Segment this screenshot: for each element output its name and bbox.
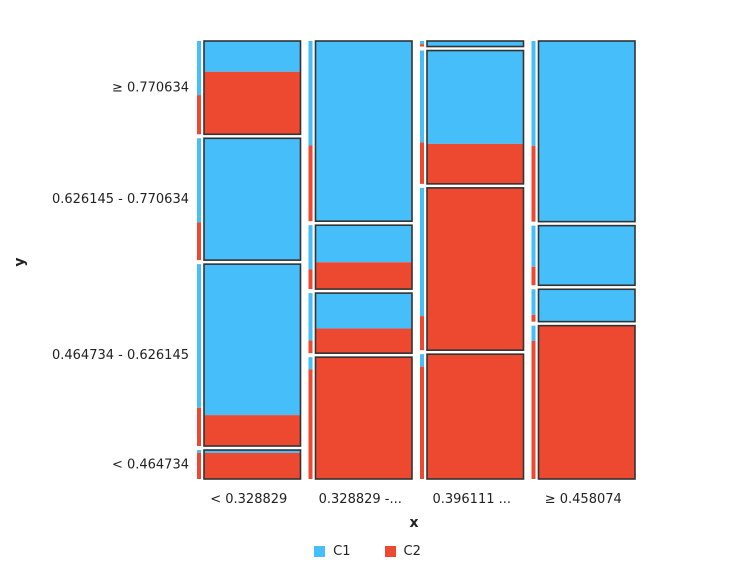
cell-3-0-c2	[538, 325, 635, 479]
cell-2-2-c2	[427, 143, 524, 184]
y-prior-3-0-c1	[531, 325, 536, 341]
cell-1-2-c1	[315, 225, 412, 263]
y-prior-1-1-c1	[308, 293, 313, 341]
y-prior-1-0-c1	[308, 357, 313, 370]
cell-1-1-c2	[315, 328, 412, 354]
y-prior-2-3-c2	[420, 44, 424, 47]
cell-0-3-c1	[204, 41, 301, 72]
y-prior-0-2-c1	[197, 138, 201, 223]
y-prior-0-1-c1	[197, 264, 201, 408]
cell-outline-2-2[interactable]	[426, 49, 525, 185]
legend: C1 C2	[0, 541, 735, 561]
legend-swatch-c2	[384, 545, 396, 557]
cell-3-2-c1	[538, 225, 635, 286]
y-tick-label-1: 0.464734 - 0.626145	[52, 348, 189, 363]
y-prior-0-1-c2	[197, 407, 201, 447]
y-prior-2-2-c2	[420, 142, 424, 184]
cell-outline-1-0[interactable]	[314, 356, 413, 480]
y-prior-1-3-c1	[308, 41, 313, 146]
y-prior-1-0-c2	[308, 369, 313, 479]
cell-0-0-c2	[204, 452, 301, 479]
x-tick-label-3: ≥ 0.458074	[545, 492, 622, 507]
cell-2-2-c1	[427, 50, 524, 144]
y-tick-label-2: 0.626145 - 0.770634	[52, 192, 189, 207]
y-prior-1-3-c2	[308, 145, 313, 222]
y-prior-3-0-c2	[531, 340, 536, 479]
y-prior-0-0-c2	[197, 452, 201, 479]
cell-1-0-c2	[315, 357, 412, 479]
cell-1-3-c1	[315, 41, 412, 222]
legend-swatch-c1	[314, 545, 326, 557]
y-prior-layer	[197, 41, 536, 479]
y-prior-2-0-c1	[420, 354, 424, 367]
x-tick-label-2: 0.396111 ...	[432, 492, 511, 507]
cell-outline-0-2[interactable]	[203, 137, 302, 261]
cell-2-3-c1	[427, 41, 524, 47]
cell-outline-0-1[interactable]	[203, 263, 302, 447]
cell-0-1-c1	[204, 264, 301, 416]
cell-1-1-c1	[315, 293, 412, 329]
y-prior-3-1-c1	[531, 289, 536, 315]
cell-outline-2-3[interactable]	[426, 40, 525, 48]
y-prior-1-2-c1	[308, 225, 313, 270]
cell-2-1-c2	[427, 187, 524, 351]
x-tick-label-0: < 0.328829	[210, 492, 287, 507]
cell-3-1-c1	[538, 289, 635, 322]
y-tick-label-3: ≥ 0.770634	[112, 81, 189, 96]
y-prior-3-2-c2	[531, 266, 536, 286]
cell-outline-3-0[interactable]	[537, 324, 636, 480]
cell-outline-3-1[interactable]	[537, 288, 636, 323]
y-prior-3-2-c1	[531, 225, 536, 267]
mosaic-cells	[203, 40, 636, 480]
y-prior-2-1-c2	[420, 316, 424, 351]
cell-0-1-c2	[204, 415, 301, 447]
y-tick-label-0: < 0.464734	[112, 458, 189, 473]
y-prior-2-0-c2	[420, 366, 424, 479]
y-prior-1-2-c2	[308, 269, 313, 290]
y-prior-0-0-c1	[197, 450, 201, 453]
cell-outline-0-0[interactable]	[203, 449, 302, 480]
y-axis-title: y	[12, 257, 28, 266]
cell-1-2-c2	[315, 262, 412, 290]
y-prior-0-3-c2	[197, 95, 201, 135]
cell-outline-1-1[interactable]	[314, 292, 413, 354]
cell-2-0-c2	[427, 354, 524, 479]
cell-outline-3-3[interactable]	[537, 40, 636, 223]
y-prior-3-3-c2	[531, 145, 536, 222]
cell-outline-0-3[interactable]	[203, 40, 302, 136]
x-tick-label-1: 0.328829 -...	[319, 492, 402, 507]
cell-outline-1-3[interactable]	[314, 40, 413, 222]
y-prior-2-3-c1	[420, 41, 424, 45]
cell-0-0-c1	[204, 450, 301, 453]
y-prior-3-3-c1	[531, 41, 536, 146]
legend-item-c2[interactable]: C2	[384, 541, 421, 561]
cell-0-3-c2	[204, 71, 301, 135]
cell-0-2-c1	[204, 138, 301, 261]
cell-outline-1-2[interactable]	[314, 224, 413, 290]
y-prior-0-2-c2	[197, 222, 201, 261]
x-axis-title: x	[409, 515, 418, 531]
y-prior-0-3-c1	[197, 41, 201, 96]
y-prior-2-1-c1	[420, 187, 424, 317]
legend-label-c2: C2	[403, 543, 421, 559]
legend-label-c1: C1	[333, 543, 351, 559]
y-prior-2-2-c1	[420, 50, 424, 143]
y-prior-3-1-c2	[531, 314, 536, 322]
cell-outline-3-2[interactable]	[537, 224, 636, 287]
y-prior-1-1-c2	[308, 340, 313, 354]
legend-item-c1[interactable]: C1	[314, 541, 351, 561]
cell-outline-2-0[interactable]	[426, 353, 525, 480]
tick-labels: < 0.328829 0.328829 -... 0.396111 ... ≥ 0.4…	[52, 81, 622, 507]
cell-3-3-c1	[538, 41, 635, 222]
cell-outline-2-1[interactable]	[426, 187, 525, 351]
